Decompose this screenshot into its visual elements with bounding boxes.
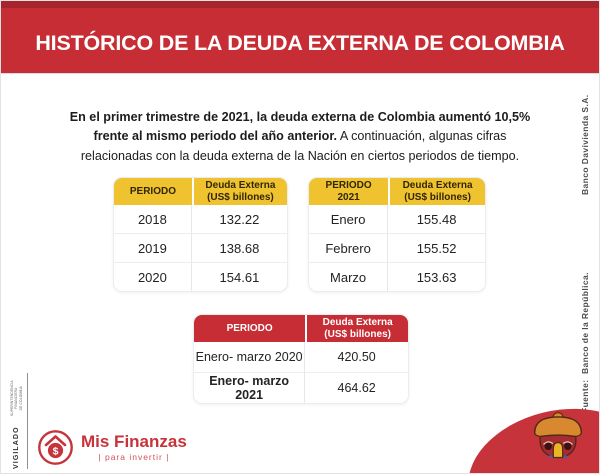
column-header-deuda: Deuda Externa (US$ billones)	[390, 178, 485, 205]
vigilado-label: VIGILADO	[13, 426, 20, 469]
table-cell: 2018	[114, 205, 192, 233]
superintendencia-line2: DE COLOMBIA	[18, 386, 23, 411]
table-header-row: PERIODO Deuda Externa (US$ billones)	[114, 178, 287, 205]
intro-paragraph: En el primer trimestre de 2021, la deuda…	[61, 108, 539, 167]
table-row: Enero- marzo 2020 420.50	[194, 342, 408, 372]
table-cell: 2020	[114, 263, 192, 291]
brand-name: Mis Finanzas	[81, 432, 187, 451]
intro-regular-text: A continuación, algunas cifras relaciona…	[80, 129, 520, 163]
table-header-row: PERIODO 2021 Deuda Externa (US$ billones…	[309, 178, 485, 205]
table-cell: Enero- marzo 2021	[194, 373, 306, 403]
superintendencia-label: SUPERINTENDENCIA FINANCIERA DE COLOMBIA	[10, 373, 23, 423]
table-row: Marzo 153.63	[309, 262, 485, 291]
brand-text-block: Mis Finanzas | para invertir |	[81, 433, 187, 462]
table-row: Enero 155.48	[309, 205, 485, 233]
table-cell: 155.48	[416, 211, 457, 227]
table-cell: 154.61	[219, 269, 260, 285]
vigilado-mark: VIGILADO SUPERINTENDENCIA FINANCIERA DE …	[7, 373, 28, 469]
table-cell: Enero- marzo 2020	[194, 342, 306, 372]
table-row: 2020 154.61	[114, 262, 287, 291]
svg-text:$: $	[53, 445, 59, 457]
mis-finanzas-house-dollar-icon: $	[38, 430, 73, 465]
mis-finanzas-logo: $ Mis Finanzas | para invertir |	[37, 429, 187, 466]
column-header-deuda: Deuda Externa (US$ billones)	[307, 315, 408, 342]
table-cell: 153.63	[416, 269, 457, 285]
table-cell: 2019	[114, 234, 192, 262]
source-note: Fuente: Banco de la República.	[580, 272, 590, 413]
table-row: Enero- marzo 2021 464.62	[194, 372, 408, 403]
page-title: HISTÓRICO DE LA DEUDA EXTERNA DE COLOMBI…	[35, 31, 565, 55]
table-cell: 132.22	[219, 211, 260, 227]
table-quarterly-debt: PERIODO Deuda Externa (US$ billones) Ene…	[193, 314, 409, 404]
davivienda-house-icon	[533, 412, 583, 459]
table-body: Enero- marzo 2020 420.50 Enero- marzo 2021…	[194, 342, 408, 403]
credit-banco-davivienda: Banco Davivienda S.A.	[580, 94, 590, 195]
table-cell: 155.52	[416, 240, 457, 256]
superintendencia-line1: SUPERINTENDENCIA FINANCIERA	[10, 380, 19, 417]
column-header-periodo: PERIODO	[194, 315, 306, 342]
intro-bold-text: En el primer trimestre de 2021, la deuda…	[69, 109, 531, 144]
title-band: HISTÓRICO DE LA DEUDA EXTERNA DE COLOMBI…	[1, 1, 599, 73]
table-row: Febrero 155.52	[309, 233, 485, 262]
table-body: Enero 155.48 Febrero 155.52 Marzo 153.63	[309, 205, 485, 291]
table-body: 2018 132.22 2019 138.68 2020 154.61	[114, 205, 287, 291]
vigilado-rotated-box: VIGILADO SUPERINTENDENCIA FINANCIERA DE …	[7, 373, 28, 469]
table-cell: 420.50	[337, 350, 376, 364]
column-header-periodo: PERIODO	[114, 178, 192, 205]
brand-tagline: | para invertir |	[98, 452, 170, 462]
table-annual-debt: PERIODO Deuda Externa (US$ billones) 201…	[113, 177, 288, 292]
title-band-dark-edge	[1, 1, 599, 8]
table-cell: Febrero	[309, 234, 389, 262]
column-header-deuda: Deuda Externa (US$ billones)	[193, 178, 287, 205]
table-row: 2019 138.68	[114, 233, 287, 262]
table-cell: 464.62	[337, 381, 376, 395]
table-cell: Marzo	[309, 263, 389, 291]
table-cell: Enero	[309, 205, 389, 233]
table-cell: 138.68	[219, 240, 260, 256]
table-header-row: PERIODO Deuda Externa (US$ billones)	[194, 315, 408, 342]
column-header-periodo-2021: PERIODO 2021	[309, 178, 389, 205]
table-monthly-2021-debt: PERIODO 2021 Deuda Externa (US$ billones…	[308, 177, 486, 292]
table-row: 2018 132.22	[114, 205, 287, 233]
